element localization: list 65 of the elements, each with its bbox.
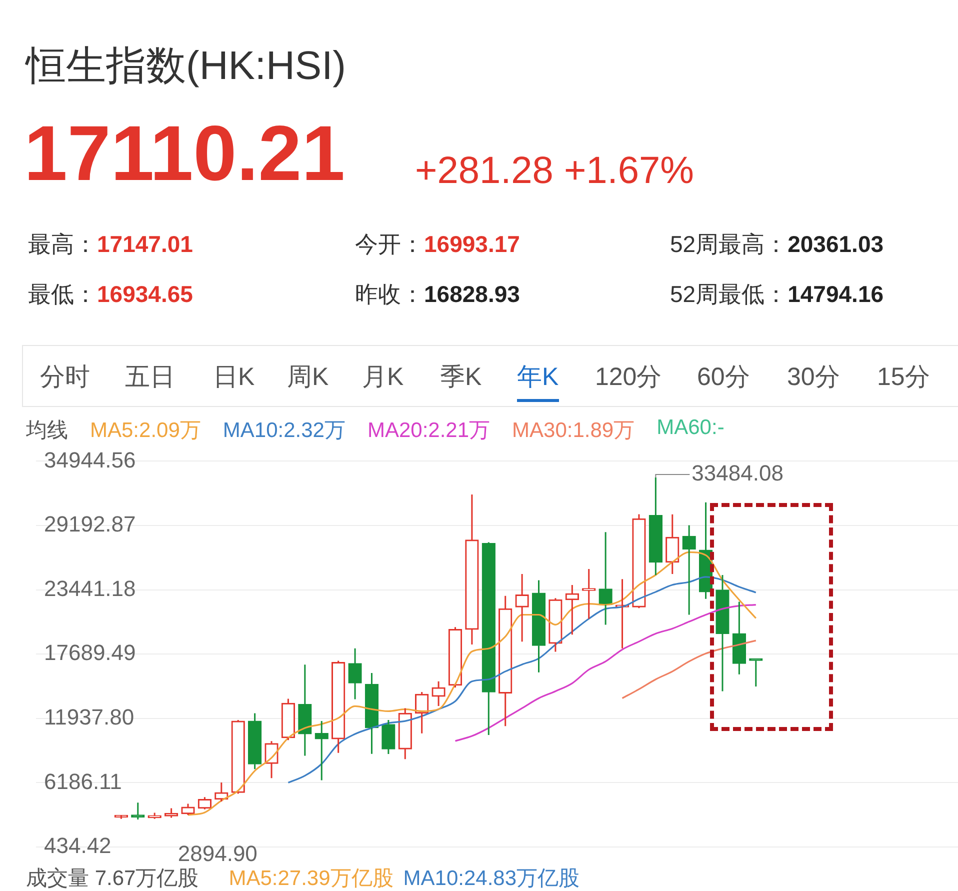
text: 分时 — [40, 362, 90, 393]
text: MA20:2.21万 — [367, 418, 490, 444]
text: 最高：17147.01 — [28, 230, 193, 259]
text: 今开：16993.17 — [355, 230, 520, 259]
candlestick — [314, 720, 328, 782]
text: 季K — [440, 362, 482, 393]
text: 30分 — [787, 362, 840, 393]
y-tick-label: 23441.18 — [44, 576, 136, 601]
text: 周K — [287, 362, 329, 393]
candlestick — [749, 658, 763, 688]
candlestick — [716, 574, 730, 692]
candlestick — [331, 660, 346, 754]
y-tick-label: 434.42 — [44, 833, 112, 858]
annotation: 2894.90 — [178, 841, 258, 866]
line-series — [287, 576, 757, 784]
candlestick — [398, 707, 412, 760]
candlestick — [231, 719, 245, 794]
candlestick — [281, 698, 296, 741]
candlestick — [448, 626, 462, 688]
text: 15分 — [877, 362, 930, 393]
candlestick — [465, 494, 479, 646]
text: 成交量 7.67万亿股 — [26, 867, 199, 890]
candlestick — [364, 672, 379, 755]
text: MA60:- — [656, 416, 724, 441]
text: 60分 — [697, 362, 750, 393]
y-tick-label: 29192.87 — [44, 512, 136, 537]
candlestick — [732, 601, 746, 676]
y-tick-label: 11937.80 — [44, 704, 134, 730]
text: 52周最低：14794.16 — [670, 280, 884, 309]
annotation: 33484.08 — [692, 460, 784, 486]
candlestick — [582, 568, 596, 620]
text: MA30:1.89万 — [512, 418, 635, 444]
text: 均线 — [26, 418, 68, 444]
y-tick-label: 34944.56 — [44, 447, 136, 472]
line-series — [454, 604, 757, 742]
text: 最低：16934.65 — [28, 280, 193, 309]
candlestick — [348, 648, 362, 700]
chart-subtitle: 17110.21 — [24, 108, 346, 199]
candlestick — [248, 712, 262, 770]
text: 120分 — [595, 362, 662, 393]
text: 52周最高：20361.03 — [670, 230, 884, 259]
text: 昨收：16828.93 — [355, 280, 520, 309]
candlestick — [482, 541, 496, 736]
y-tick-label: 17689.49 — [44, 640, 136, 666]
text: MA10:2.32万 — [222, 418, 346, 444]
text: 日K — [213, 362, 255, 393]
candlestick — [648, 476, 663, 576]
text: 月K — [362, 362, 404, 393]
y-tick-label: 6186.11 — [44, 768, 122, 794]
candlestick — [532, 579, 546, 674]
text: MA5:27.39万亿股 — [228, 867, 394, 890]
chart-title: 恒生指数(HK:HSI) — [26, 43, 346, 90]
text: 五日 — [125, 362, 175, 393]
text: +281.28 +1.67% — [415, 150, 694, 193]
line-series — [621, 640, 757, 700]
text: 年K — [517, 360, 559, 402]
candlestick — [548, 597, 562, 652]
candlestick — [382, 719, 396, 755]
text: MA5:2.09万 — [90, 418, 201, 444]
candlestick — [666, 514, 680, 575]
candlestick — [298, 664, 312, 756]
candlestick — [498, 595, 512, 727]
candlestick — [632, 513, 646, 609]
candlestick — [565, 584, 579, 636]
text: MA10:24.83万亿股 — [403, 867, 580, 890]
